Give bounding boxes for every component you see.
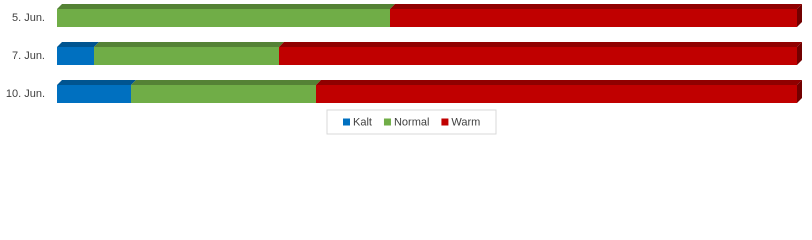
bar-depth xyxy=(131,80,321,85)
bar-depth xyxy=(94,42,284,47)
bar-side xyxy=(797,42,802,65)
bar-segment xyxy=(279,47,797,65)
y-tick-label: 10. Jun. xyxy=(6,88,45,100)
legend-swatch xyxy=(343,118,350,126)
bar-side xyxy=(797,80,802,103)
bar-segment xyxy=(131,85,316,103)
bar-depth xyxy=(57,80,136,85)
bar-segment xyxy=(57,47,94,65)
legend-box xyxy=(326,109,497,135)
chart: 5. Jun. 7. Jun. 10. Jun. Kalt Normal Warm xyxy=(6,4,802,135)
bar-side xyxy=(797,4,802,27)
legend-label: Normal xyxy=(394,116,429,128)
legend-label: Warm xyxy=(451,116,480,128)
bar-segment xyxy=(57,85,131,103)
y-tick-label: 5. Jun. xyxy=(12,12,45,24)
bar-depth xyxy=(57,4,395,9)
bar-segment xyxy=(316,85,797,103)
y-tick-label: 7. Jun. xyxy=(12,50,45,62)
legend-swatch xyxy=(441,118,449,126)
legend: Kalt Normal Warm xyxy=(326,109,497,135)
bar-depth xyxy=(316,80,802,85)
bar-segment xyxy=(57,9,390,27)
bar-segment xyxy=(390,9,797,27)
bar-segment xyxy=(94,47,279,65)
legend-swatch xyxy=(383,118,391,126)
bar-depth xyxy=(57,42,99,47)
bar-depth xyxy=(279,42,802,47)
legend-label: Kalt xyxy=(353,116,372,128)
bar-depth xyxy=(390,4,802,9)
